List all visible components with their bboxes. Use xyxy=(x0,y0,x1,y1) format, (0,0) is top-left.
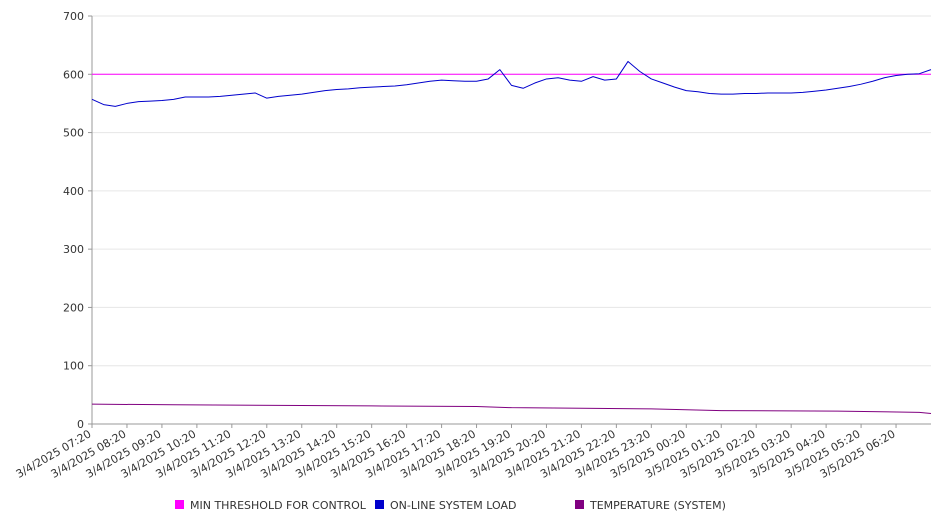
series-lines xyxy=(91,60,932,415)
y-tick-label: 500 xyxy=(63,127,84,140)
legend-label: TEMPERATURE (SYSTEM) xyxy=(589,499,726,512)
y-tick-label: 400 xyxy=(63,185,84,198)
y-tick-label: 700 xyxy=(63,10,84,23)
grid-lines xyxy=(92,15,931,367)
y-tick-label: 200 xyxy=(63,301,84,314)
legend-swatch xyxy=(175,500,184,509)
legend: MIN THRESHOLD FOR CONTROL ON-LINE SYSTEM … xyxy=(175,499,726,512)
y-tick-label: 300 xyxy=(63,243,84,256)
y-tick-label: 600 xyxy=(63,68,84,81)
axes xyxy=(91,16,931,425)
y-axis-ticks: 0 100 200 300 400 500 600 700 xyxy=(63,10,92,431)
legend-swatch xyxy=(575,500,584,509)
on-line-system-load-line xyxy=(91,60,932,107)
legend-swatch xyxy=(375,500,384,509)
y-tick-label: 100 xyxy=(63,360,84,373)
y-tick-label: 0 xyxy=(77,418,84,431)
x-axis-ticks: 3/4/2025 07:203/4/2025 08:203/4/2025 09:… xyxy=(14,424,898,481)
legend-label: ON-LINE SYSTEM LOAD xyxy=(390,499,516,512)
temperature-system-line xyxy=(91,403,932,415)
legend-label: MIN THRESHOLD FOR CONTROL xyxy=(190,499,367,512)
